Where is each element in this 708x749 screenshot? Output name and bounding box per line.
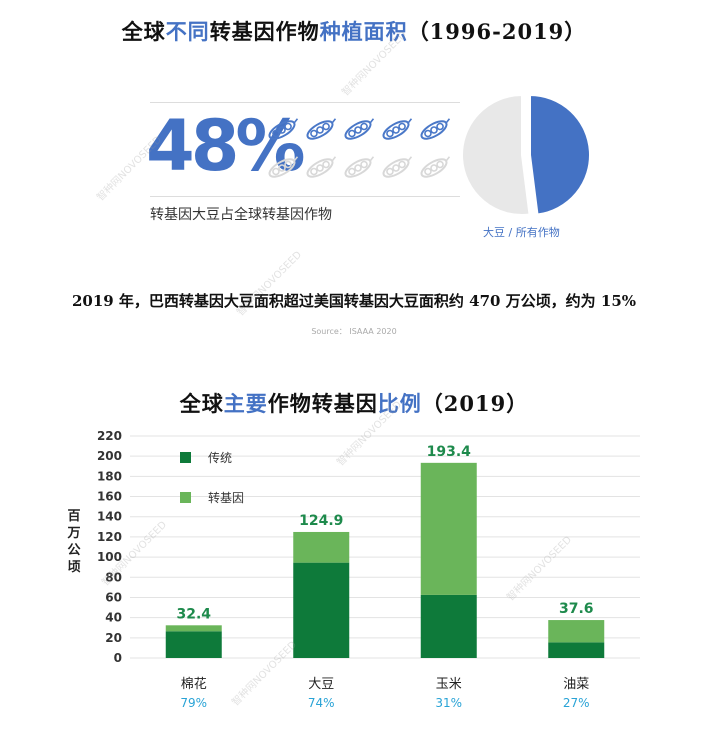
title-segment: 作物转基因 — [267, 391, 378, 416]
top-title: 全球不同转基因作物种植面积（1996-2019） — [0, 16, 708, 46]
soybean-pod-icon — [344, 156, 375, 178]
legend-swatch — [180, 452, 191, 463]
y-tick-label: 100 — [97, 550, 122, 564]
y-tick-label: 180 — [97, 469, 122, 483]
bar-total-label: 32.4 — [176, 606, 211, 622]
title-segment: 转基因作物 — [209, 19, 320, 44]
y-tick-label: 140 — [97, 510, 122, 524]
percent-label: 31% — [435, 696, 462, 710]
title-segment: （1996-2019） — [407, 19, 587, 44]
bar-segment — [420, 462, 477, 595]
y-axis-label: 万 — [66, 526, 80, 541]
soybean-icon-grid — [268, 118, 451, 178]
soybean-pod-icon — [382, 156, 413, 178]
y-tick-label: 0 — [114, 651, 122, 665]
title-segment: 全球 — [121, 19, 166, 44]
title-segment: 主要 — [223, 391, 268, 416]
y-tick-label: 60 — [105, 590, 122, 604]
divider-bottom — [150, 196, 460, 197]
pie-label: 大豆 / 所有作物 — [483, 226, 560, 239]
soybean-pod-icon — [420, 156, 451, 178]
y-tick-label: 120 — [97, 530, 122, 544]
soybean-pod-icon — [268, 118, 299, 140]
x-category-label: 大豆 — [308, 677, 334, 692]
bar-total-label: 37.6 — [559, 601, 594, 617]
title-segment: 不同 — [165, 19, 210, 44]
y-axis-label: 公 — [67, 543, 80, 558]
percent-caption: 转基因大豆占全球转基因作物 — [150, 207, 332, 223]
y-tick-label: 220 — [97, 429, 122, 443]
legend-swatch — [180, 492, 191, 503]
soybean-pod-icon — [306, 156, 337, 178]
bar-total-label: 124.9 — [299, 513, 343, 529]
bar-segment — [548, 642, 605, 658]
soybean-pod-icon — [420, 118, 451, 140]
legend-label: 传统 — [208, 450, 232, 465]
bar-segment — [165, 631, 222, 658]
legend-label: 转基因 — [208, 490, 244, 505]
bar-segment — [420, 594, 477, 658]
y-tick-label: 20 — [105, 631, 122, 645]
soybean-pod-icon — [382, 118, 413, 140]
x-category-label: 油菜 — [563, 677, 589, 692]
pie-slice-share — [529, 93, 591, 216]
x-category-label: 棉花 — [181, 676, 207, 692]
title-segment: 比例 — [377, 391, 422, 416]
y-tick-label: 160 — [97, 490, 122, 504]
y-tick-label: 200 — [97, 449, 122, 463]
bar-segment — [165, 625, 222, 632]
bottom-title: 全球主要作物转基因比例（2019） — [0, 388, 708, 418]
bar-segment — [293, 562, 350, 658]
y-axis-label: 顷 — [67, 560, 80, 575]
source-text: Source： ISAAA 2020 — [311, 327, 397, 336]
percent-label: 27% — [563, 696, 590, 710]
percent-label: 74% — [308, 696, 335, 710]
pie-slice-rest — [462, 93, 531, 216]
title-segment: （2019） — [421, 391, 529, 416]
y-axis-label: 百 — [67, 509, 80, 524]
share-pie — [462, 93, 591, 216]
bar-segment — [293, 531, 350, 563]
title-segment: 种植面积 — [319, 19, 408, 44]
percent-label: 79% — [180, 696, 207, 710]
y-tick-label: 40 — [105, 611, 122, 625]
divider-top — [150, 102, 460, 103]
soybean-pod-icon — [268, 156, 299, 178]
y-tick-label: 80 — [105, 570, 122, 584]
soybean-pod-icon — [306, 118, 337, 140]
soybean-pod-icon — [344, 118, 375, 140]
x-category-label: 玉米 — [436, 677, 462, 692]
statement-text: 2019 年，巴西转基因大豆面积超过美国转基因大豆面积约 470 万公顷，约为 … — [71, 292, 637, 310]
bar-segment — [548, 620, 605, 643]
bar-total-label: 193.4 — [427, 444, 472, 460]
title-segment: 全球 — [179, 391, 224, 416]
